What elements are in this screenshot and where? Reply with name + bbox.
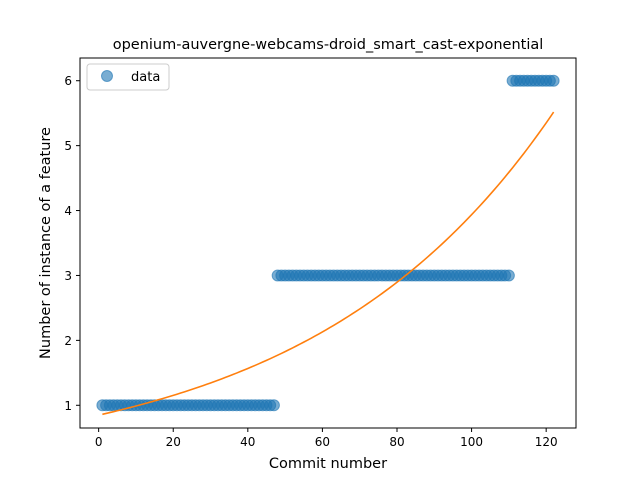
legend-label-data: data: [131, 70, 160, 85]
legend-marker-data: [101, 70, 113, 82]
data-point: [502, 269, 515, 282]
y-tick-label: 1: [64, 399, 72, 413]
y-tick-label: 2: [64, 334, 72, 348]
data-point: [547, 74, 560, 87]
x-tick-label: 80: [389, 435, 404, 449]
y-tick-label: 3: [64, 269, 72, 283]
x-tick-label: 20: [166, 435, 181, 449]
y-axis-ticks: 1 2 3 4 5 6: [64, 74, 80, 413]
x-tick-label: 120: [535, 435, 558, 449]
fit-line: [102, 111, 555, 416]
data-point: [267, 399, 280, 412]
plot-frame: [79, 57, 577, 429]
x-axis-label: Commit number: [269, 456, 387, 472]
legend: data: [86, 63, 170, 91]
plot-content: [96, 74, 560, 416]
y-tick-label: 5: [64, 139, 72, 153]
chart-title: openium-auvergne-webcams-droid_smart_cas…: [113, 37, 544, 53]
x-tick-label: 100: [460, 435, 483, 449]
y-tick-label: 4: [64, 204, 72, 218]
y-axis-label: Number of instance of a feature: [38, 127, 54, 359]
x-axis-ticks: 0 20 40 60 80 100 120: [95, 428, 558, 449]
x-tick-label: 60: [315, 435, 330, 449]
x-tick-label: 40: [240, 435, 255, 449]
y-tick-label: 6: [64, 74, 72, 88]
x-tick-label: 0: [95, 435, 103, 449]
